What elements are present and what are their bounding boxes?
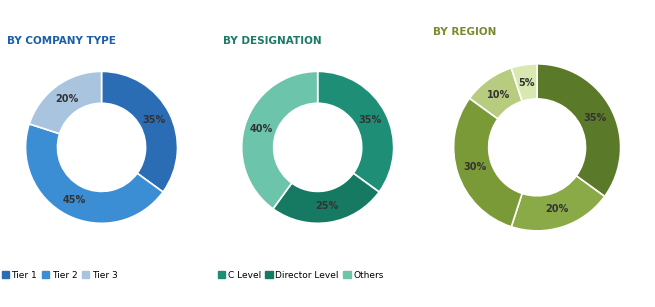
Wedge shape xyxy=(102,72,178,192)
Text: 30%: 30% xyxy=(464,162,487,173)
Wedge shape xyxy=(470,68,522,119)
Text: 25%: 25% xyxy=(315,201,339,211)
Legend: C Level, Director Level, Others: C Level, Director Level, Others xyxy=(217,270,384,280)
Legend: Tier 1, Tier 2, Tier 3: Tier 1, Tier 2, Tier 3 xyxy=(1,270,117,280)
Text: 35%: 35% xyxy=(143,115,166,126)
Wedge shape xyxy=(512,64,537,101)
Wedge shape xyxy=(454,98,522,227)
Text: 20%: 20% xyxy=(546,204,569,214)
Wedge shape xyxy=(318,72,394,192)
Text: 20%: 20% xyxy=(55,95,79,104)
Wedge shape xyxy=(512,176,605,231)
Wedge shape xyxy=(537,64,620,196)
Wedge shape xyxy=(26,124,163,223)
Text: BY REGION: BY REGION xyxy=(433,27,496,37)
Text: BY DESIGNATION: BY DESIGNATION xyxy=(223,36,322,46)
Text: 40%: 40% xyxy=(250,124,273,134)
Text: 10%: 10% xyxy=(487,90,510,100)
Wedge shape xyxy=(273,173,379,223)
Text: 35%: 35% xyxy=(584,113,607,123)
Text: 45%: 45% xyxy=(63,195,86,205)
Text: BY COMPANY TYPE: BY COMPANY TYPE xyxy=(7,36,115,46)
Text: 5%: 5% xyxy=(519,78,535,88)
Wedge shape xyxy=(29,72,102,134)
Wedge shape xyxy=(242,72,318,209)
Text: 35%: 35% xyxy=(359,115,382,126)
